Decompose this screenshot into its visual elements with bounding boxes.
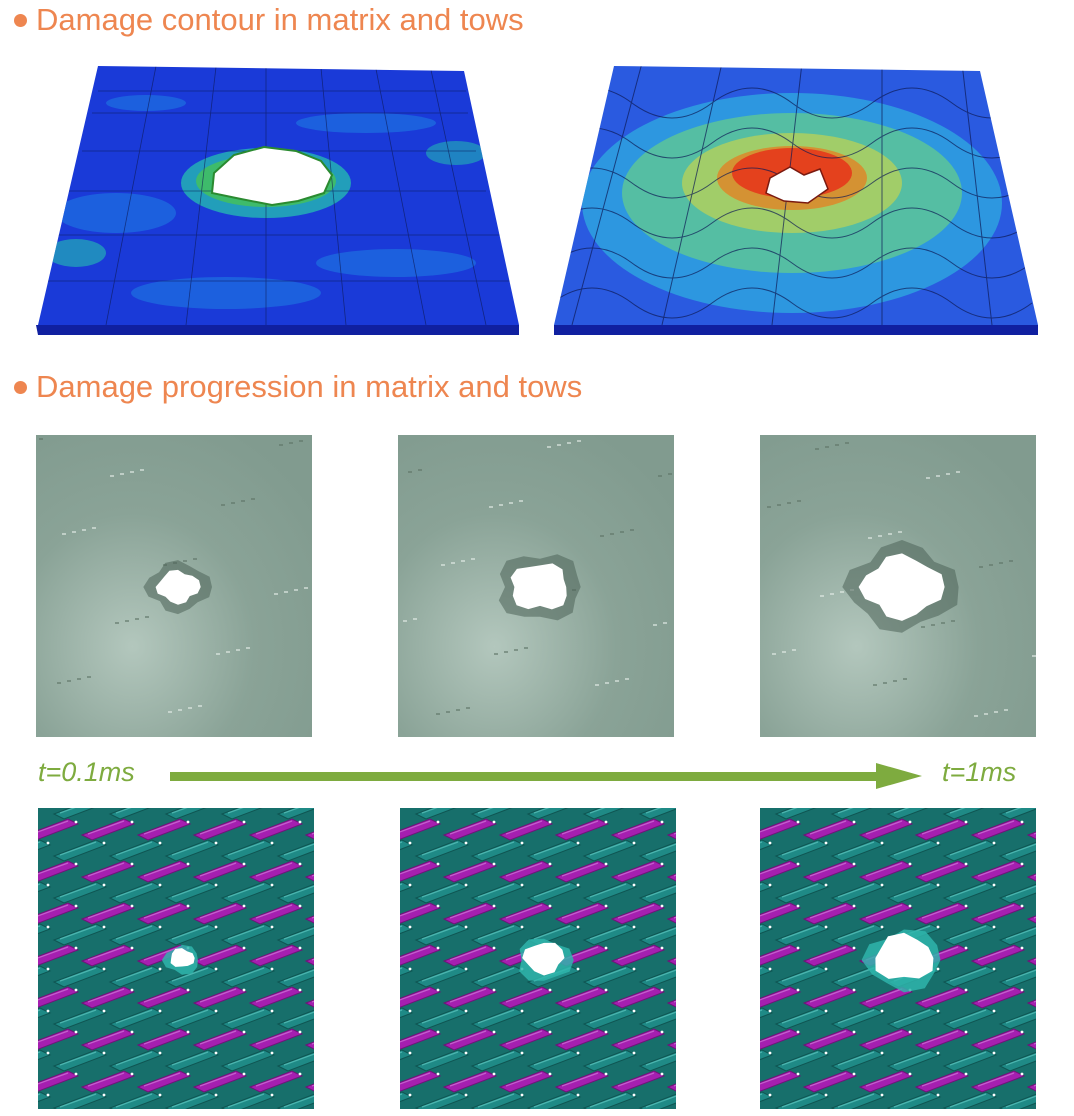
time-end-label: t=1ms bbox=[942, 757, 1017, 787]
time-arrow-icon bbox=[170, 763, 922, 789]
bullet-icon bbox=[14, 13, 27, 27]
tow-progression-mid bbox=[400, 808, 676, 1109]
matrix-damage-contour-plot bbox=[36, 63, 520, 336]
matrix-progression-mid bbox=[398, 435, 674, 737]
progression-section-heading: Damage progression in matrix and tows bbox=[14, 365, 582, 409]
tow-progression-late bbox=[760, 808, 1036, 1109]
contour-heading-text: Damage contour in matrix and tows bbox=[36, 2, 524, 37]
contour-section-heading: Damage contour in matrix and tows bbox=[14, 0, 524, 40]
matrix-progression-early bbox=[36, 435, 312, 737]
tow-damage-contour-plot bbox=[552, 63, 1040, 336]
matrix-progression-late bbox=[760, 435, 1036, 737]
time-start-label: t=0.1ms bbox=[38, 757, 135, 787]
progression-heading-text: Damage progression in matrix and tows bbox=[36, 369, 583, 404]
bullet-icon bbox=[14, 380, 27, 394]
tow-progression-early bbox=[38, 808, 314, 1109]
